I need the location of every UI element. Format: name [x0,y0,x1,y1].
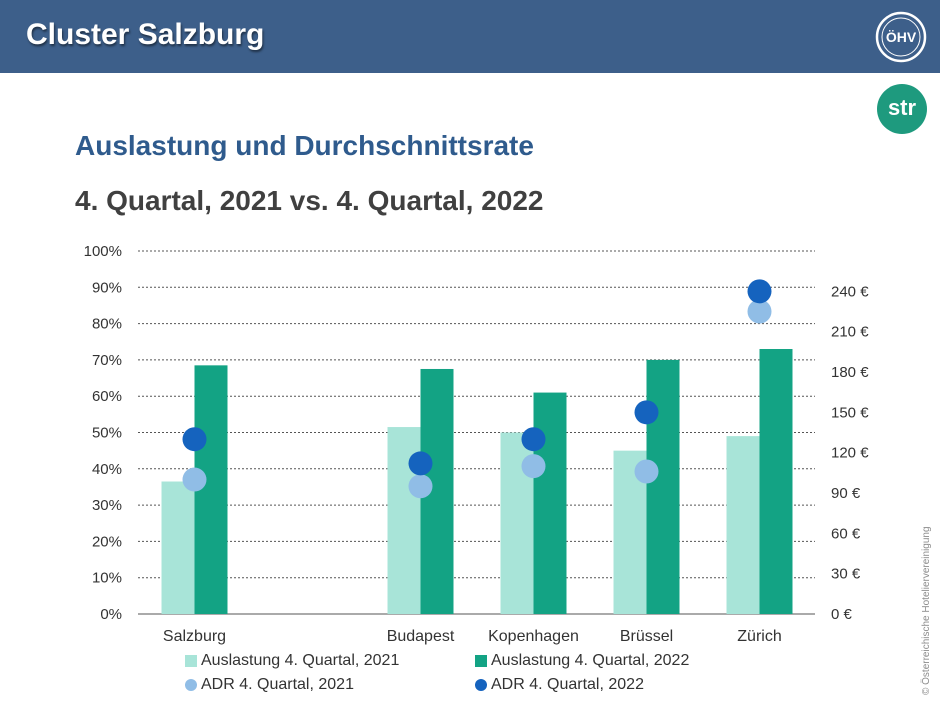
legend-item-adr2022: ADR 4. Quartal, 2022 [475,676,644,694]
y-left-tick-label: 50% [92,425,122,442]
legend-label-adr2021: ADR 4. Quartal, 2021 [201,676,354,693]
copyright-text: © Österreichische Hoteliervereinigung [921,526,932,695]
point-adr2021 [634,459,659,484]
legend-item-occ2022: Auslastung 4. Quartal, 2022 [475,652,689,670]
y-right-tick-label: 180 € [831,364,869,381]
legend-label-occ2022: Auslastung 4. Quartal, 2022 [491,652,690,669]
chart-period: 4. Quartal, 2021 vs. 4. Quartal, 2022 [75,185,544,216]
legend-swatch-occ2021 [185,655,197,667]
point-adr2021 [747,299,772,324]
point-adr2021 [182,467,207,492]
y-left-tick-label: 0% [100,606,122,623]
x-tick-label: Kopenhagen [488,628,579,645]
y-left-tick-label: 20% [92,533,122,550]
point-adr2022 [408,451,433,476]
bar-occ2021 [726,436,760,614]
y-right-tick-label: 120 € [831,445,869,462]
point-adr2021 [521,454,546,479]
y-right-tick-label: 30 € [831,566,861,583]
point-adr2022 [521,427,546,452]
point-adr2022 [634,400,659,425]
legend-label-occ2021: Auslastung 4. Quartal, 2021 [201,652,400,669]
y-right-tick-label: 210 € [831,324,869,341]
point-adr2022 [747,279,772,304]
header-bar: Cluster Salzburg ÖHV [0,0,940,73]
legend-item-occ2021: Auslastung 4. Quartal, 2021 [185,652,399,670]
x-tick-label: Brüssel [620,628,673,645]
y-left-tick-label: 30% [92,497,122,514]
page-title: Cluster Salzburg [26,18,265,51]
point-adr2021 [408,474,433,499]
y-left-tick-label: 60% [92,388,122,405]
y-left-tick-label: 70% [92,352,122,369]
y-right-tick-label: 150 € [831,404,869,421]
legend-swatch-adr2022 [475,679,487,691]
str-logo: str [877,84,927,134]
legend-swatch-occ2022 [475,655,487,667]
x-tick-label: Zürich [737,628,781,645]
chart-subtitle: Auslastung und Durchschnittsrate [75,130,534,161]
bar-occ2022 [646,359,680,614]
legend-label-adr2022: ADR 4. Quartal, 2022 [491,676,644,693]
legend-item-adr2021: ADR 4. Quartal, 2021 [185,676,354,694]
y-left-tick-label: 10% [92,570,122,587]
y-right-tick-label: 0 € [831,606,853,623]
y-right-tick-label: 60 € [831,525,861,542]
y-left-tick-label: 100% [84,243,122,260]
x-tick-label: Salzburg [163,628,226,645]
x-tick-label: Budapest [387,628,455,645]
y-right-tick-label: 240 € [831,283,869,300]
chart-legend: Auslastung 4. Quartal, 2021 Auslastung 4… [185,652,785,700]
point-adr2022 [182,427,207,452]
ohv-logo-text: ÖHV [886,29,917,45]
y-left-tick-label: 40% [92,461,122,478]
ohv-logo: ÖHV [875,11,927,63]
bar-occ2021 [161,481,195,614]
bar-occ2022 [759,349,793,614]
legend-swatch-adr2021 [185,679,197,691]
y-right-tick-label: 90 € [831,485,861,502]
y-left-tick-label: 80% [92,316,122,333]
bar-occ2022 [533,392,567,614]
y-left-tick-label: 90% [92,279,122,296]
